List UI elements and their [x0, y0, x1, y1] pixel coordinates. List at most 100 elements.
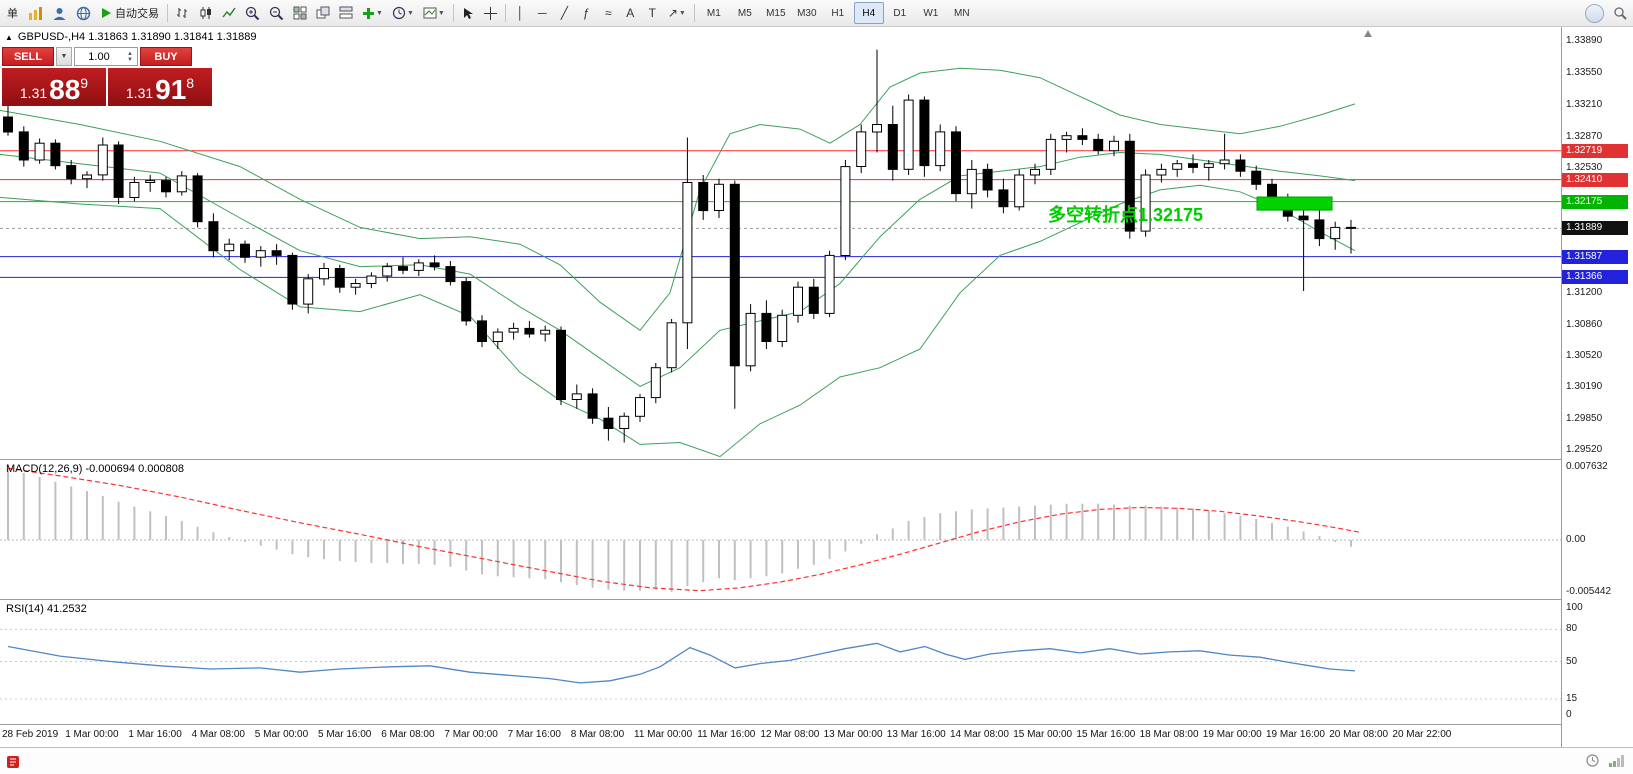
- order-type-dropdown[interactable]: ▼: [56, 47, 72, 66]
- candle-body: [1109, 140, 1119, 152]
- tile-windows-icon[interactable]: [289, 3, 311, 24]
- macd-histogram-bar: [323, 540, 325, 560]
- macd-histogram-bar: [338, 540, 341, 561]
- price-chart-canvas[interactable]: 多空转折点1.32175: [0, 27, 1561, 460]
- pane-separator[interactable]: [0, 599, 1633, 600]
- price-tick-label: 1.33890: [1566, 35, 1603, 47]
- timeframe-button-W1[interactable]: W1: [923, 7, 939, 19]
- zoom-in-icon[interactable]: [241, 3, 264, 24]
- pivot-annotation-text[interactable]: 多空转折点1.32175: [1048, 204, 1203, 225]
- macd-histogram-bar: [1034, 505, 1036, 540]
- candle-body: [951, 131, 961, 195]
- text-tool[interactable]: A: [626, 6, 635, 20]
- timeframe-button-H4[interactable]: H4: [853, 2, 884, 24]
- candle-body: [603, 417, 614, 430]
- drawing-tools-group: │ ─ ╱ ƒ ≈ A T: [510, 3, 663, 24]
- label-tool[interactable]: T: [648, 6, 656, 20]
- chart-shift-marker[interactable]: [1364, 30, 1372, 37]
- cursor-tool-icon[interactable]: [458, 3, 479, 24]
- candle-body: [271, 250, 282, 256]
- autotrading-button[interactable]: 自动交易: [96, 3, 163, 24]
- template-button[interactable]: ▼: [419, 3, 449, 24]
- community-logo-button[interactable]: [1581, 3, 1608, 24]
- timeframe-button-M5[interactable]: M5: [737, 7, 752, 19]
- macd-histogram-bar: [1350, 540, 1352, 547]
- macd-histogram-bar: [149, 511, 152, 540]
- candle-body: [1235, 159, 1246, 172]
- volume-input[interactable]: [75, 49, 123, 64]
- candlestick-mode-icon[interactable]: [195, 3, 217, 24]
- candle-body: [350, 283, 361, 288]
- rsi-label: RSI(14) 41.2532: [6, 603, 87, 615]
- macd-histogram-bar: [1271, 522, 1273, 540]
- macd-histogram-bar: [1207, 510, 1210, 540]
- toolbar-separator: [693, 4, 695, 22]
- sell-price-box[interactable]: 1.31 88 9: [2, 68, 106, 106]
- arrange-windows-icon[interactable]: [335, 3, 357, 24]
- sell-button-label: SELL: [13, 50, 43, 63]
- zoom-out-icon[interactable]: [265, 3, 288, 24]
- timeframe-button-MN[interactable]: MN: [954, 7, 970, 19]
- candle-body: [1203, 163, 1214, 168]
- add-indicator-button[interactable]: ▼: [358, 3, 387, 24]
- price-tick-label: 1.29850: [1566, 413, 1603, 425]
- profile-icon[interactable]: [48, 3, 71, 24]
- macd-histogram-bar: [781, 540, 784, 574]
- timeframe-button-M1[interactable]: M1: [706, 7, 721, 19]
- fibonacci-tool[interactable]: ƒ: [582, 6, 590, 20]
- cascade-windows-icon[interactable]: [312, 3, 334, 24]
- candle-body: [1077, 135, 1088, 140]
- spin-up-icon[interactable]: ▲: [127, 50, 133, 57]
- buy-button[interactable]: BUY: [140, 47, 192, 66]
- macd-histogram-bar: [686, 540, 689, 586]
- channel-tool[interactable]: ≈: [605, 6, 612, 20]
- candle-body: [192, 175, 203, 223]
- rsi-canvas[interactable]: [0, 600, 1561, 724]
- macd-histogram-bar: [844, 540, 847, 552]
- volume-spin-buttons[interactable]: ▲ ▼: [124, 51, 136, 63]
- macd-axis-label: 0.00: [1566, 534, 1586, 545]
- new-order-button[interactable]: 单: [2, 3, 23, 24]
- timeframe-button-M15[interactable]: M15: [766, 7, 786, 19]
- timeframe-button-M30[interactable]: M30: [797, 7, 817, 19]
- timeframe-button-D1[interactable]: D1: [893, 7, 907, 19]
- time-axis-label: 15 Mar 16:00: [1076, 729, 1136, 740]
- crosshair-tool-icon[interactable]: [480, 3, 501, 24]
- timeframe-button-H1[interactable]: H1: [831, 7, 845, 19]
- symbol-marker-icon: ▲: [5, 32, 13, 42]
- horizontal-line-tool[interactable]: ─: [538, 6, 547, 20]
- sell-button[interactable]: SELL: [2, 47, 54, 66]
- macd-histogram-bar: [528, 540, 531, 579]
- macd-histogram-bar: [749, 540, 752, 579]
- trendline-tool[interactable]: ╱: [560, 6, 568, 20]
- chevron-down-icon: ▼: [678, 9, 686, 17]
- search-icon[interactable]: [1609, 3, 1631, 24]
- vertical-line-tool[interactable]: │: [516, 6, 525, 20]
- candle-body: [872, 124, 882, 133]
- macd-histogram-bar: [860, 540, 863, 544]
- community-globe-icon[interactable]: [72, 3, 95, 24]
- market-watch-icon[interactable]: [24, 3, 47, 24]
- pivot-highlight-rectangle[interactable]: [1256, 196, 1333, 211]
- macd-histogram-bar: [259, 540, 262, 546]
- macd-canvas[interactable]: [0, 460, 1561, 599]
- macd-histogram-bar: [607, 540, 610, 590]
- pane-separator[interactable]: [0, 459, 1633, 460]
- candle-body: [240, 243, 250, 258]
- candle-body: [34, 142, 45, 161]
- volume-stepper[interactable]: ▲▼: [74, 47, 138, 66]
- candle-body: [556, 329, 566, 400]
- buy-price-box[interactable]: 1.31 91 8: [108, 68, 212, 106]
- candle-body: [571, 393, 582, 400]
- macd-histogram-bar: [291, 540, 294, 555]
- macd-signal-line: [7, 467, 1361, 592]
- candle-body: [1045, 138, 1056, 170]
- journal-icon[interactable]: [6, 755, 20, 769]
- macd-histogram-bar: [38, 476, 41, 540]
- macd-histogram-bar: [165, 516, 167, 540]
- period-selector-button[interactable]: ▼: [388, 3, 418, 24]
- line-chart-mode-icon[interactable]: [218, 3, 240, 24]
- bar-chart-mode-icon[interactable]: [172, 3, 194, 24]
- arrows-tool-button[interactable]: ↗ ▼: [664, 3, 690, 24]
- spin-down-icon[interactable]: ▼: [127, 56, 133, 63]
